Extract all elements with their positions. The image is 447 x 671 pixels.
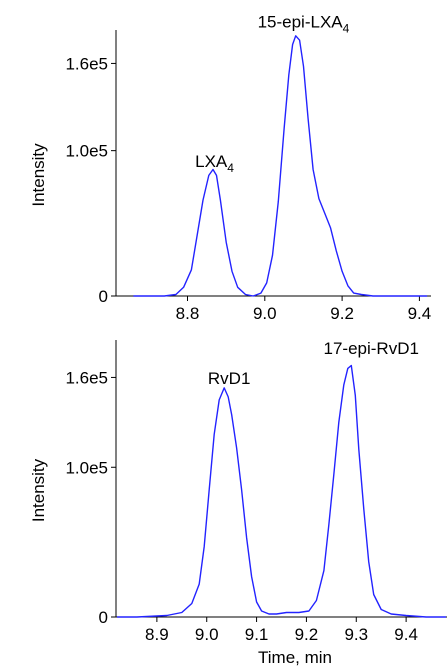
x-tick-label: 8.9: [145, 625, 169, 644]
peak-label-text: LXA: [195, 152, 228, 171]
x-tick-label: 9.4: [408, 304, 432, 323]
y-tick-label: 1.6e5: [65, 368, 108, 387]
chromatogram-trace: [133, 35, 428, 297]
x-tick-label: 9.2: [295, 625, 319, 644]
x-tick-label: 9.3: [344, 625, 368, 644]
x-tick-label: 9.1: [245, 625, 269, 644]
peak-label-subscript: 4: [343, 21, 350, 35]
y-tick-label: 0: [99, 608, 108, 627]
y-axis-title: Intensity: [29, 458, 48, 522]
x-axis-title: Time, min: [258, 648, 332, 667]
peak-label: 17-epi-RvD1: [324, 339, 419, 358]
peak-label-text: 15-epi-LXA: [258, 12, 344, 31]
y-tick-label: 1.0e5: [65, 142, 108, 161]
peak-label-text: RvD1: [208, 369, 251, 388]
x-tick-label: 9.4: [394, 625, 418, 644]
peak-label-subscript: 4: [227, 161, 234, 175]
x-tick-label: 9.0: [195, 625, 219, 644]
y-tick-label: 0: [99, 287, 108, 306]
peak-label: 15-epi-LXA4: [258, 12, 350, 35]
x-tick-label: 9.2: [330, 304, 354, 323]
peak-label: RvD1: [208, 369, 251, 388]
chromatogram-trace: [117, 364, 446, 618]
x-tick-label: 8.8: [176, 304, 200, 323]
y-tick-label: 1.0e5: [65, 458, 108, 477]
peak-label: LXA4: [195, 152, 234, 175]
x-tick-label: 9.0: [253, 304, 277, 323]
y-axis-title: Intensity: [29, 143, 48, 207]
peak-label-text: 17-epi-RvD1: [324, 339, 419, 358]
chart-panel-bottom: 0 1.0e5 1.6e5 8.9 9.0 9.1 9.2 9.3 9.4 Intensity Ti…: [29, 339, 447, 667]
y-tick-label: 1.6e5: [65, 54, 108, 73]
